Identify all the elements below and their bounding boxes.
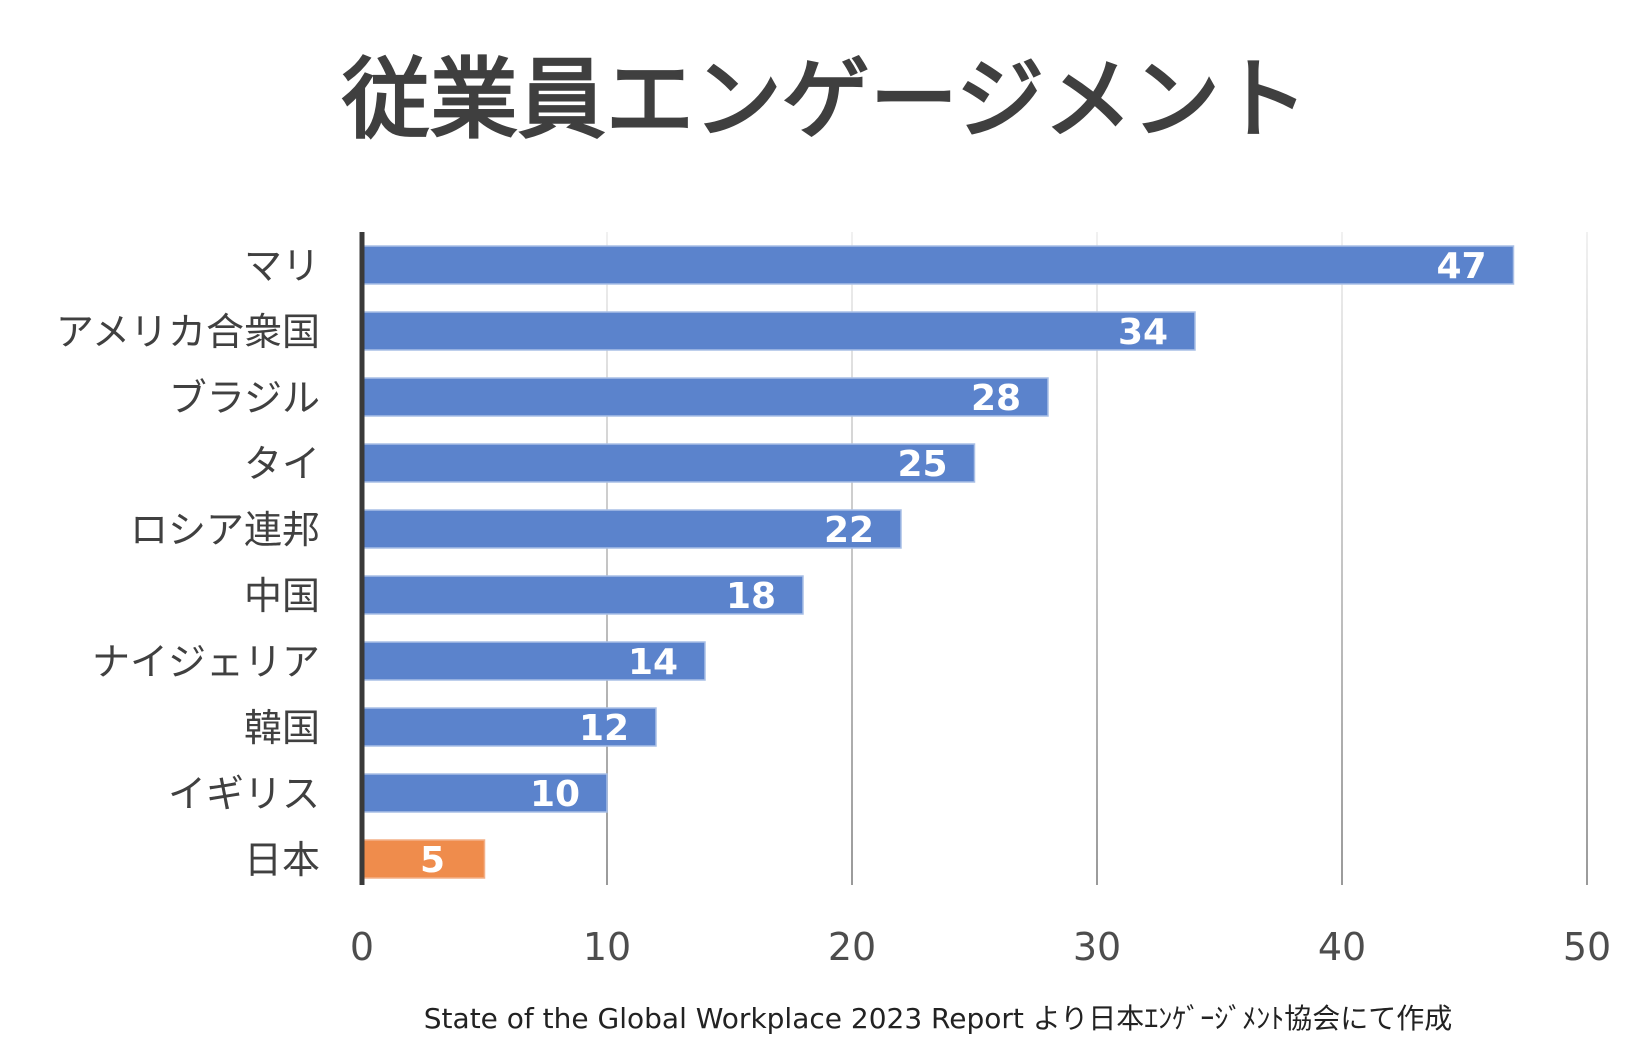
x-tick-label: 30 [1073,925,1121,969]
source-note: State of the Global Workplace 2023 Repor… [424,1002,1452,1035]
category-label: 韓国 [244,706,320,750]
gridline [851,232,853,885]
bar [361,509,902,549]
category-label: ナイジェリア [92,640,320,684]
x-tick-label: 50 [1563,925,1611,969]
gridline [1096,232,1098,885]
category-label: マリ [244,244,320,288]
x-tick-label: 20 [828,925,876,969]
bar [361,245,1515,285]
category-label: 中国 [244,574,320,618]
category-label: アメリカ合衆国 [56,310,320,354]
x-tick-label: 10 [583,925,631,969]
x-tick-label: 0 [350,925,374,969]
data-label: 12 [579,708,629,749]
bar [361,575,804,615]
gridlines [606,232,1588,885]
bar [361,377,1049,417]
bar [361,311,1196,351]
category-label: ブラジル [169,376,320,420]
bar [361,443,976,483]
x-tick-label: 40 [1318,925,1366,969]
data-label: 22 [824,510,874,551]
category-label: 日本 [244,838,320,882]
bars: 47 34 28 25 22 18 14 12 10 5 [361,245,1515,881]
data-label: 10 [530,774,580,815]
data-label: 34 [1118,312,1168,353]
bar [361,839,486,879]
data-label: 25 [897,444,947,485]
category-label: イギリス [168,772,320,816]
bar [361,773,608,813]
category-label: ロシア連邦 [130,508,320,552]
data-label: 28 [971,378,1021,419]
data-label: 47 [1436,246,1486,287]
x-tick-labels: 0 10 20 30 40 50 [350,925,1611,969]
data-label: 5 [420,840,445,881]
gridline [1586,232,1588,885]
data-label: 18 [726,576,776,617]
gridline [1341,232,1343,885]
gridline [606,232,608,885]
chart-title: 従業員エンゲージメント [341,48,1308,151]
data-label: 14 [628,642,678,683]
bar [361,641,706,681]
category-label: タイ [244,442,320,486]
